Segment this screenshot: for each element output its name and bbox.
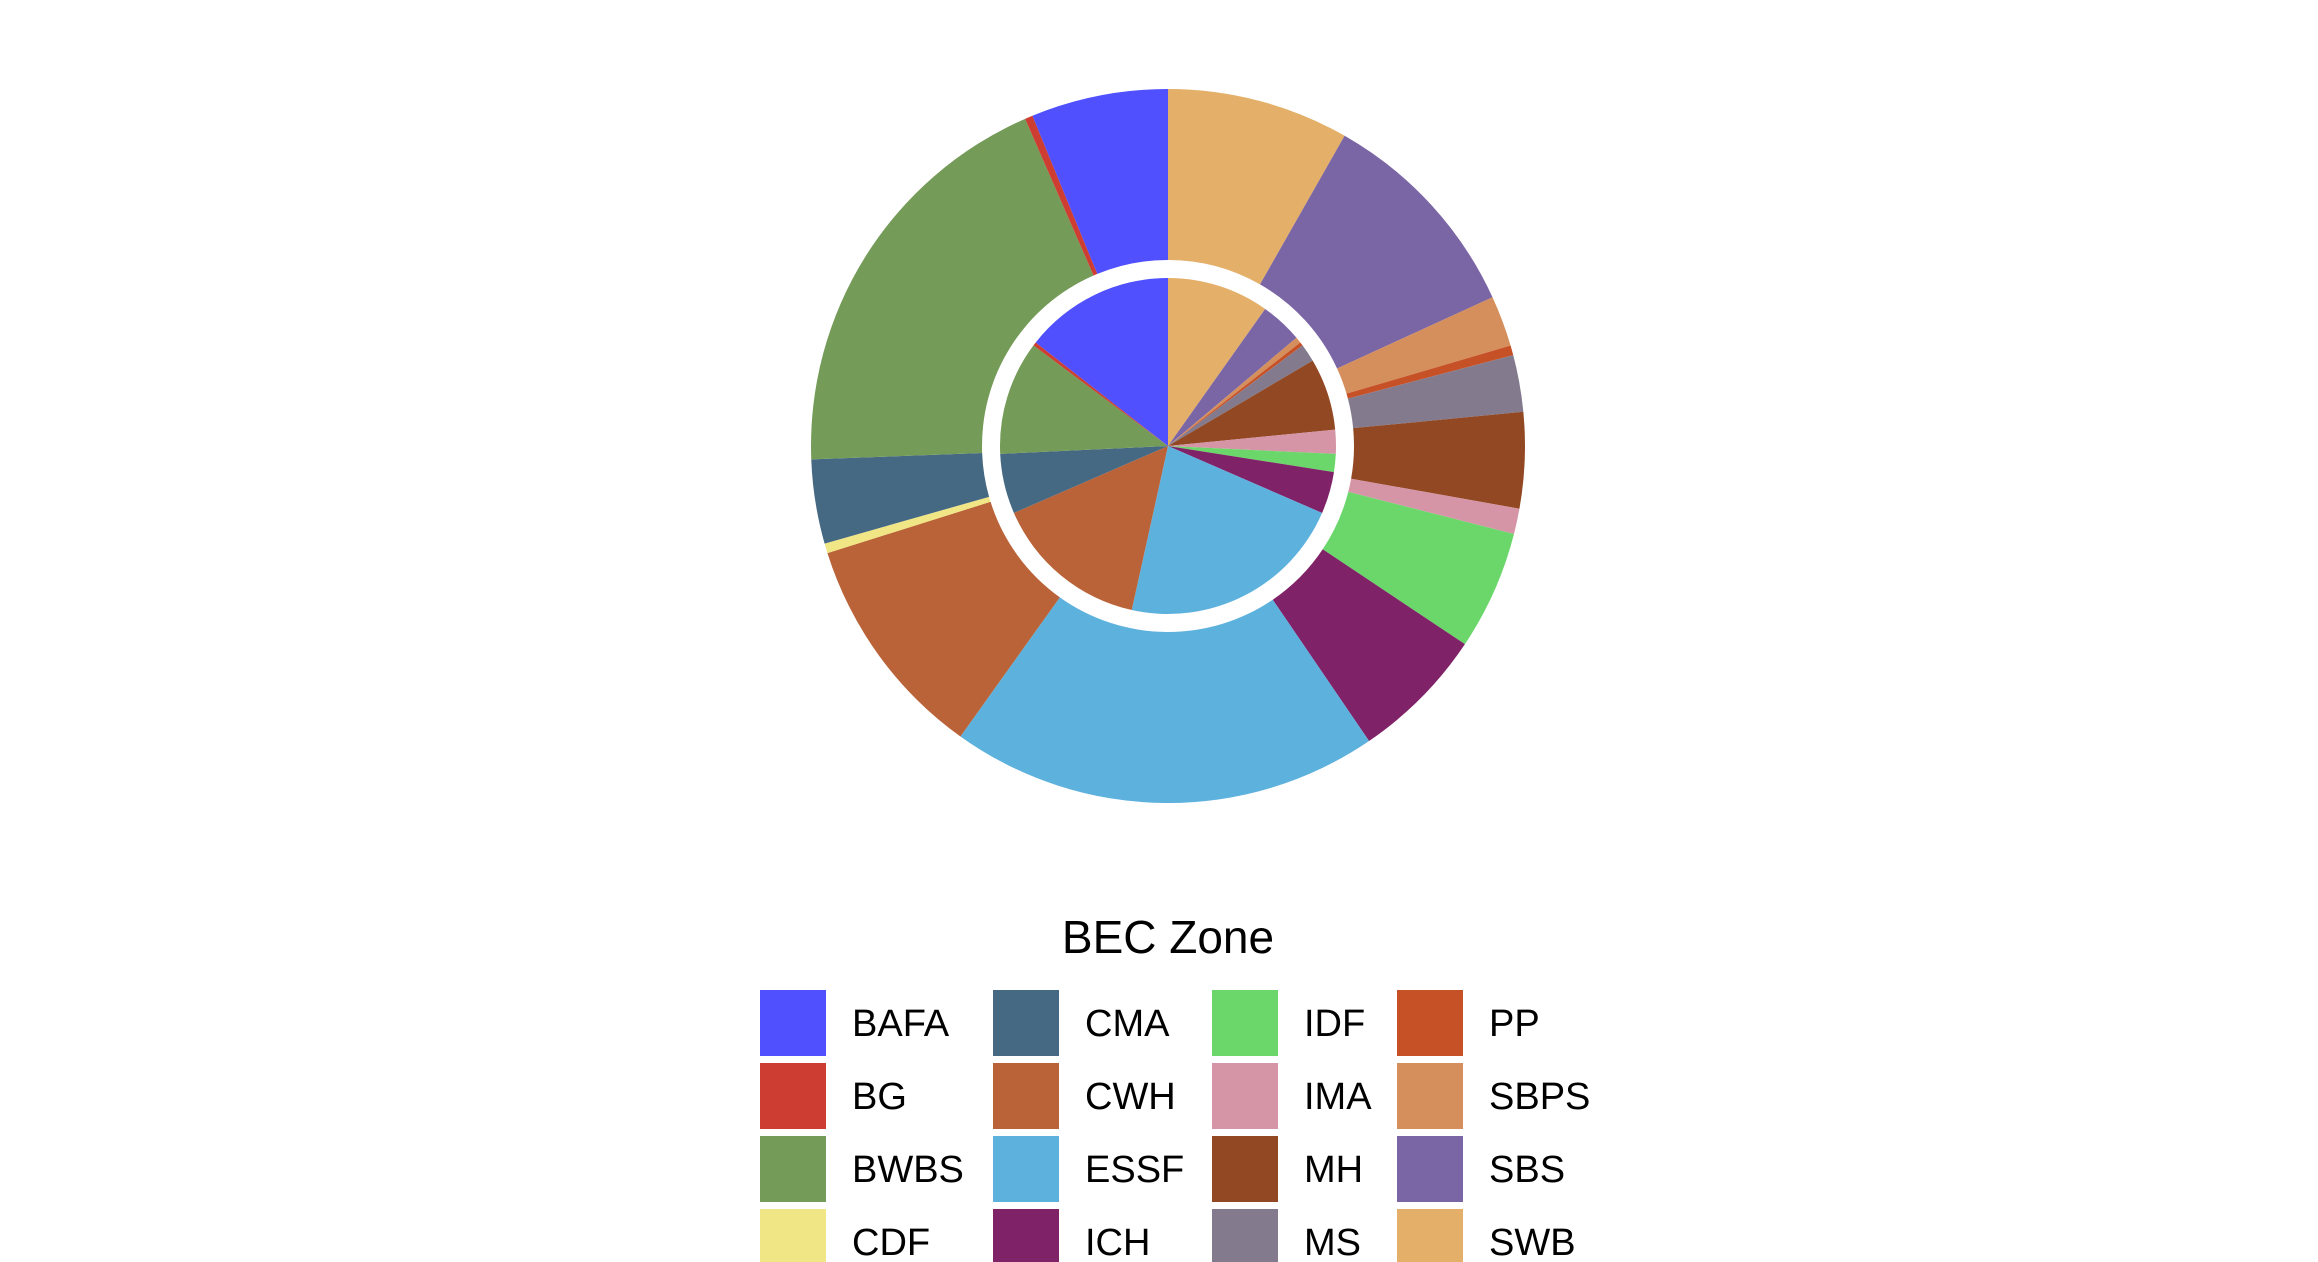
inner-slice-essf (1131, 446, 1323, 614)
legend-item-idf: IDF (1212, 990, 1365, 1056)
legend-item-ima: IMA (1212, 1063, 1372, 1129)
legend-swatch-ich (993, 1209, 1059, 1262)
inner-slice-mh (1168, 360, 1336, 446)
legend-swatch-mh (1212, 1136, 1278, 1202)
legend-swatch-cwh (993, 1063, 1059, 1129)
legend-label-bwbs: BWBS (852, 1149, 964, 1191)
legend-swatch-ima (1212, 1063, 1278, 1129)
legend-item-bg: BG (760, 1063, 907, 1129)
outer-slice-bafa (1032, 89, 1168, 274)
legend-label-essf: ESSF (1085, 1149, 1184, 1191)
legend-swatch-bafa (760, 990, 826, 1056)
legend-swatch-bg (760, 1063, 826, 1129)
legend-item-swb: SWB (1397, 1209, 1576, 1262)
legend-label-cwh: CWH (1085, 1076, 1176, 1118)
legend-item-bwbs: BWBS (760, 1136, 964, 1202)
outer-slice-sbps (1337, 297, 1511, 394)
legend-label-ima: IMA (1304, 1076, 1372, 1118)
inner-slice-ima (1168, 429, 1336, 454)
inner-slice-sbps (1168, 337, 1301, 446)
outer-slice-bwbs (811, 118, 1094, 460)
outer-slice-ima (1348, 478, 1520, 534)
outer-slice-ich (1272, 549, 1465, 741)
legend-label-idf: IDF (1304, 1003, 1365, 1045)
legend-label-swb: SWB (1489, 1222, 1576, 1262)
legend-swatch-cdf (760, 1209, 826, 1262)
legend-label-pp: PP (1489, 1003, 1540, 1045)
outer-slice-idf (1322, 491, 1514, 645)
inner-slice-bg (1033, 342, 1168, 446)
legend-item-sbps: SBPS (1397, 1063, 1590, 1129)
legend-swatch-sbs (1397, 1136, 1463, 1202)
legend-swatch-pp (1397, 990, 1463, 1056)
legend-item-ms: MS (1212, 1209, 1361, 1262)
legend-item-cma: CMA (993, 990, 1170, 1056)
legend-item-ich: ICH (993, 1209, 1150, 1262)
legend-label-mh: MH (1304, 1149, 1363, 1191)
legend-label-sbps: SBPS (1489, 1076, 1590, 1118)
outer-slice-cdf (824, 496, 991, 554)
legend-label-ms: MS (1304, 1222, 1361, 1262)
inner-slice-sbs (1168, 308, 1297, 446)
legend-label-ich: ICH (1085, 1222, 1150, 1262)
legend-swatch-essf (993, 1136, 1059, 1202)
outer-slice-cwh (827, 501, 1060, 737)
inner-slice-bafa (1035, 278, 1168, 446)
legend-item-essf: ESSF (993, 1136, 1184, 1202)
legend-item-bafa: BAFA (760, 990, 950, 1056)
inner-slice-cma (1000, 446, 1168, 513)
outer-slice-cma (811, 452, 990, 544)
legend-swatch-idf (1212, 990, 1278, 1056)
legend-item-pp: PP (1397, 990, 1540, 1056)
legend-label-cma: CMA (1085, 1003, 1170, 1045)
outer-slice-pp (1346, 345, 1514, 399)
legend-label-sbs: SBS (1489, 1149, 1565, 1191)
legend-swatch-sbps (1397, 1063, 1463, 1129)
outer-slice-mh (1351, 411, 1526, 509)
inner-slice-ich (1168, 446, 1334, 513)
inner-slice-cwh (1013, 446, 1168, 611)
inner-slice-pp (1168, 342, 1303, 446)
legend-swatch-bwbs (760, 1136, 826, 1202)
inner-slice-bwbs (1000, 345, 1168, 454)
outer-slice-sbs (1260, 135, 1493, 369)
legend-item-sbs: SBS (1397, 1136, 1565, 1202)
pie-chart (811, 89, 1526, 803)
legend-swatch-cma (993, 990, 1059, 1056)
legend: BEC Zone BAFA BG BWBS CDF CMA CWH ESSF ICH IDF IM… (760, 911, 1590, 1262)
outer-slice-bg (1025, 115, 1098, 276)
inner-slice-idf (1168, 446, 1336, 473)
outer-slice-essf (960, 597, 1370, 803)
legend-item-mh: MH (1212, 1136, 1363, 1202)
inner-slice-ms (1168, 345, 1313, 446)
legend-item-cwh: CWH (993, 1063, 1176, 1129)
legend-title: BEC Zone (1062, 911, 1274, 963)
outer-slice-ms (1347, 355, 1524, 429)
legend-label-bg: BG (852, 1076, 907, 1118)
legend-label-cdf: CDF (852, 1222, 930, 1262)
legend-swatch-swb (1397, 1209, 1463, 1262)
inner-slice-swb (1168, 278, 1266, 446)
legend-swatch-ms (1212, 1209, 1278, 1262)
legend-item-cdf: CDF (760, 1209, 930, 1262)
outer-slice-swb (1168, 89, 1345, 285)
legend-label-bafa: BAFA (852, 1003, 950, 1045)
